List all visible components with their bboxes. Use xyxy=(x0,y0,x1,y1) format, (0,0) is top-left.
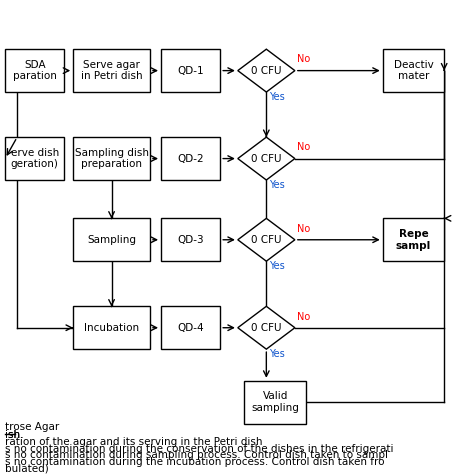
FancyBboxPatch shape xyxy=(161,219,220,261)
FancyBboxPatch shape xyxy=(245,381,306,424)
Text: QD-1: QD-1 xyxy=(177,65,204,76)
Polygon shape xyxy=(238,306,295,349)
Text: No: No xyxy=(297,311,310,322)
Text: Incubation: Incubation xyxy=(84,323,139,333)
Text: s no contamination during the conservation of the dishes in the refrigerati: s no contamination during the conservati… xyxy=(5,444,393,454)
FancyBboxPatch shape xyxy=(73,137,150,180)
Text: Yes: Yes xyxy=(269,261,284,271)
FancyBboxPatch shape xyxy=(73,306,150,349)
Text: s no contamination during sampling process. Control dish taken to sampl: s no contamination during sampling proce… xyxy=(5,450,388,460)
Text: ish.: ish. xyxy=(5,430,24,440)
Text: QD-3: QD-3 xyxy=(177,235,204,245)
FancyBboxPatch shape xyxy=(73,49,150,92)
Text: No: No xyxy=(297,224,310,234)
Polygon shape xyxy=(238,137,295,180)
Polygon shape xyxy=(238,219,295,261)
Text: Repe
sampl: Repe sampl xyxy=(396,229,431,251)
FancyBboxPatch shape xyxy=(5,137,64,180)
FancyBboxPatch shape xyxy=(161,137,220,180)
FancyBboxPatch shape xyxy=(161,49,220,92)
FancyBboxPatch shape xyxy=(383,49,444,92)
Text: 0 CFU: 0 CFU xyxy=(251,154,282,164)
Text: Sampling: Sampling xyxy=(87,235,136,245)
Text: s no contamination during the incubation process. Control dish taken fro: s no contamination during the incubation… xyxy=(5,457,384,467)
Text: 0 CFU: 0 CFU xyxy=(251,235,282,245)
Text: 0 CFU: 0 CFU xyxy=(251,65,282,76)
Text: bulated): bulated) xyxy=(5,464,49,474)
Text: Yes: Yes xyxy=(269,349,284,359)
Text: Deactiv
mater: Deactiv mater xyxy=(393,60,433,82)
Polygon shape xyxy=(238,49,295,92)
FancyBboxPatch shape xyxy=(383,219,444,261)
Text: Yes: Yes xyxy=(269,92,284,102)
Text: No: No xyxy=(297,143,310,153)
Text: Sampling dish
preparation: Sampling dish preparation xyxy=(74,148,148,169)
Text: Yes: Yes xyxy=(269,180,284,190)
Text: erve dish
geration): erve dish geration) xyxy=(10,148,59,169)
Text: No: No xyxy=(297,55,310,64)
Text: ration of the agar and its serving in the Petri dish: ration of the agar and its serving in th… xyxy=(5,437,263,447)
Text: trose Agar: trose Agar xyxy=(5,422,59,432)
Text: ish.: ish. xyxy=(5,430,24,440)
Text: Valid
sampling: Valid sampling xyxy=(251,392,299,413)
Text: QD-4: QD-4 xyxy=(177,323,204,333)
FancyBboxPatch shape xyxy=(161,306,220,349)
Text: SDA
paration: SDA paration xyxy=(13,60,57,82)
FancyBboxPatch shape xyxy=(5,49,64,92)
FancyBboxPatch shape xyxy=(73,219,150,261)
Text: Serve agar
in Petri dish: Serve agar in Petri dish xyxy=(81,60,142,82)
Text: QD-2: QD-2 xyxy=(177,154,204,164)
Text: 0 CFU: 0 CFU xyxy=(251,323,282,333)
